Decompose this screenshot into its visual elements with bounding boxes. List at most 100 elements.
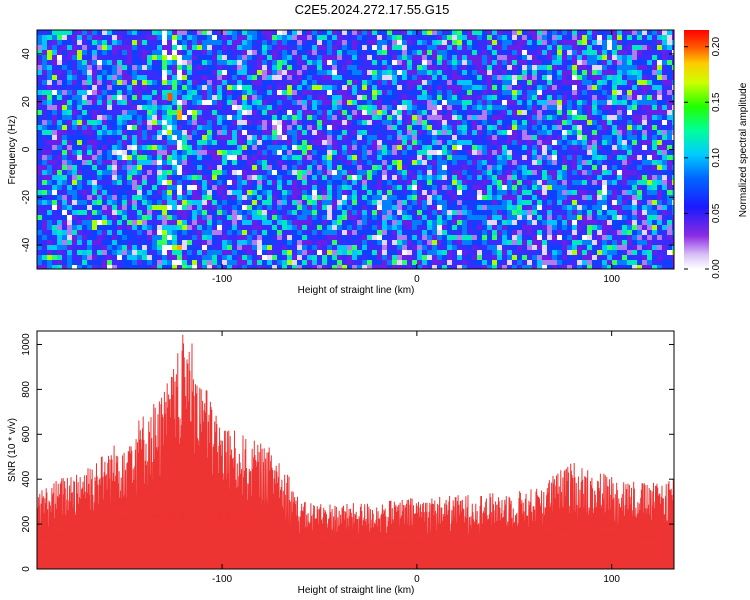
spectrogram-cell [552,180,557,185]
spectrogram-cell [362,145,367,150]
spectrogram-cell [567,130,572,135]
spectrogram-cell [362,125,367,130]
spectrogram-cell [182,90,187,95]
spectrogram-cell [297,115,302,120]
spectrogram-cell [352,265,357,269]
spectrogram-cell [162,105,167,110]
spectrogram-cell [432,215,437,220]
spectrogram-cell [382,105,387,110]
spectrogram-cell [167,185,172,190]
spectrogram-cell [637,180,642,185]
spectrogram-cell [527,130,532,135]
spectrogram-cell [642,110,647,115]
spectrogram-cell [577,85,582,90]
spectrogram-cell [237,170,242,175]
spectrogram-cell [112,195,117,200]
spectrogram-cell [57,120,62,125]
spectrogram-cell [312,160,317,165]
spectrogram-cell [267,90,272,95]
spectrogram-cell [352,170,357,175]
spectrogram-cell [162,240,167,245]
spectrogram-cell [87,240,92,245]
spectrogram-cell [462,225,467,230]
spectrogram-cell [462,30,467,35]
spectrogram-cell [452,230,457,235]
spectrogram-cell [467,75,472,80]
spectrogram-cell [617,245,622,250]
spectrogram-cell [302,170,307,175]
spectrogram-cell [302,200,307,205]
spectrogram-cell [67,30,72,35]
spectrogram-cell [427,225,432,230]
spectrogram-cell [172,245,177,250]
spectrogram-cell [387,250,392,255]
spectrogram-cell [392,140,397,145]
spectrogram-cell [467,210,472,215]
spectrogram-cell [372,220,377,225]
spectrogram-cell [527,175,532,180]
spectrogram-cell [357,245,362,250]
spectrogram-cell [372,70,377,75]
spectrogram-cell [577,205,582,210]
spectrogram-cell [102,75,107,80]
spectrogram-cell [127,35,132,40]
spectrogram-cell [247,150,252,155]
spectrogram-cell [342,120,347,125]
spectrogram-cell [317,185,322,190]
spectrogram-cell [407,150,412,155]
spectrogram-cell [62,95,67,100]
spectrogram-cell [242,140,247,145]
spectrogram-cell [252,160,257,165]
spectrogram-cell [37,220,42,225]
spectrogram-cell [567,170,572,175]
spectrogram-cell [612,90,617,95]
spectrogram-cell [62,80,67,85]
spectrogram-cell [197,180,202,185]
spectrogram-cell [332,265,337,269]
spectrogram-cell [187,185,192,190]
spectrogram-cell [447,155,452,160]
spectrogram-cell [482,150,487,155]
spectrogram-cell [602,165,607,170]
spectrogram-cell [122,170,127,175]
spectrogram-cell [517,195,522,200]
spectrogram-cell [397,195,402,200]
spectrogram-cell [142,195,147,200]
spectrogram-cell [72,200,77,205]
spectrogram-cell [67,125,72,130]
spectrogram-cell [287,155,292,160]
spectrogram-cell [452,205,457,210]
spectrogram-cell [627,60,632,65]
spectrogram-cell [72,105,77,110]
spectrogram-cell [612,235,617,240]
spectrogram-cell [497,205,502,210]
spectrogram-cell [462,185,467,190]
spectrogram-cell [427,210,432,215]
spectrogram-cell [557,110,562,115]
spectrogram-cell [387,190,392,195]
spectrogram-cell [82,215,87,220]
spectrogram-cell [442,210,447,215]
spectrogram-cell [402,130,407,135]
spectrogram-cell [472,100,477,105]
spectrogram-cell [97,100,102,105]
spectrogram-cell [182,220,187,225]
spectrogram-cell [317,100,322,105]
spectrogram-cell [577,125,582,130]
spectrogram-cell [467,125,472,130]
spectrogram-cell [547,125,552,130]
spectrogram-cell [477,50,482,55]
spectrogram-cell [607,205,612,210]
spectrogram-cell [472,175,477,180]
spectrogram-cell [207,95,212,100]
spectrogram-cell [392,145,397,150]
spectrogram-cell [112,205,117,210]
spectrogram-cell [172,215,177,220]
spectrogram-cell [62,65,67,70]
spectrogram-cell [387,65,392,70]
spectrogram-cell [47,130,52,135]
spectrogram-cell [382,80,387,85]
spectrogram-cell [117,50,122,55]
spectrogram-cell [167,60,172,65]
spectrogram-cell [52,260,57,265]
